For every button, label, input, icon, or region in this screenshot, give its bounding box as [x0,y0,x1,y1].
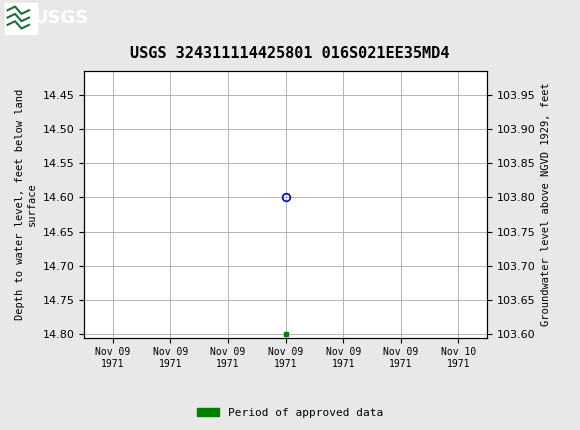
Text: USGS: USGS [34,9,89,27]
Text: USGS 324311114425801 016S021EE35MD4: USGS 324311114425801 016S021EE35MD4 [130,46,450,61]
FancyBboxPatch shape [5,3,37,34]
Y-axis label: Depth to water level, feet below land
surface: Depth to water level, feet below land su… [15,89,37,320]
Y-axis label: Groundwater level above NGVD 1929, feet: Groundwater level above NGVD 1929, feet [541,83,551,326]
Legend: Period of approved data: Period of approved data [193,403,387,422]
